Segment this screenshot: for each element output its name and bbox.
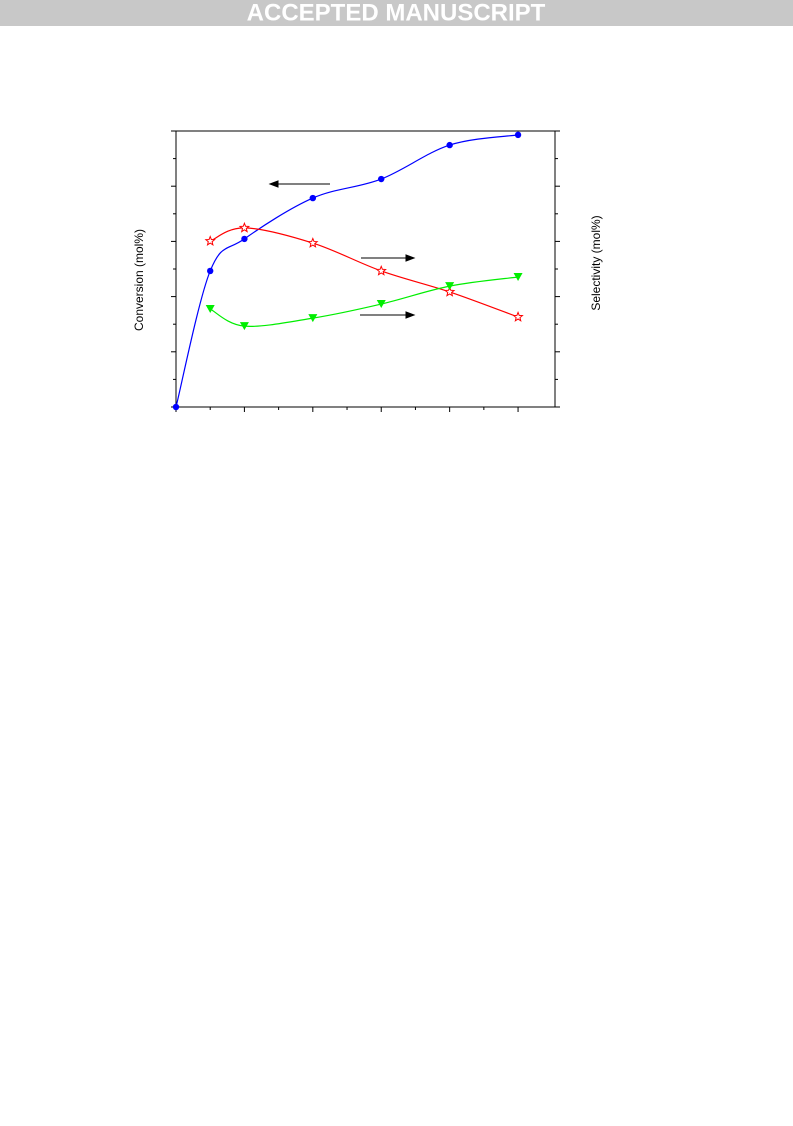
point bbox=[238, 221, 251, 233]
point bbox=[172, 403, 180, 411]
point bbox=[514, 131, 522, 139]
point bbox=[443, 285, 456, 297]
point bbox=[239, 322, 249, 331]
y-axis-label: Conversion (mol%) bbox=[132, 229, 146, 331]
series-line bbox=[209, 276, 519, 327]
point bbox=[513, 273, 523, 282]
point bbox=[307, 237, 319, 248]
point bbox=[445, 282, 455, 291]
plot-frame bbox=[175, 130, 556, 408]
arrows bbox=[268, 180, 416, 319]
point bbox=[446, 141, 453, 149]
banner bbox=[0, 0, 793, 26]
point bbox=[204, 235, 216, 246]
point bbox=[375, 264, 387, 276]
series-line bbox=[209, 227, 519, 318]
arrow-head bbox=[405, 254, 416, 262]
point bbox=[512, 311, 524, 322]
point bbox=[205, 305, 215, 314]
y2-axis-label: Selectivity (mol%) bbox=[589, 215, 603, 310]
point bbox=[309, 194, 317, 202]
banner-title: ACCEPTED MANUSCRIPT bbox=[247, 0, 546, 26]
series-line bbox=[175, 134, 519, 408]
point bbox=[308, 314, 318, 323]
arrow-head bbox=[405, 311, 416, 319]
point bbox=[376, 300, 386, 309]
point bbox=[378, 175, 385, 183]
point bbox=[207, 267, 214, 275]
point bbox=[241, 235, 248, 243]
arrow-head bbox=[268, 180, 279, 188]
